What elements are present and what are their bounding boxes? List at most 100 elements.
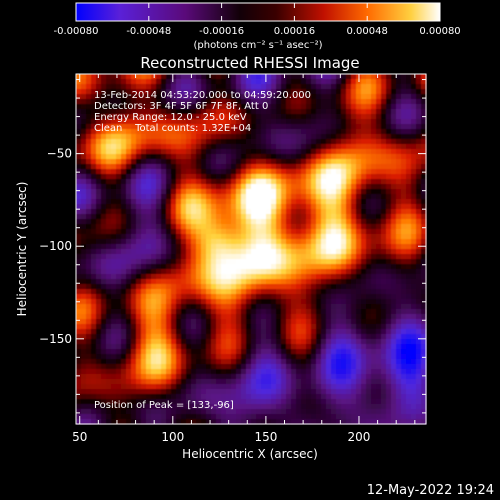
- heatmap-cell: [141, 259, 147, 265]
- heatmap-cell: [81, 324, 87, 330]
- heatmap-cell: [246, 284, 252, 290]
- heatmap-cell: [251, 409, 257, 415]
- heatmap-cell: [101, 404, 107, 410]
- heatmap-cell: [236, 224, 242, 230]
- heatmap-cell: [301, 319, 307, 325]
- heatmap-cell: [306, 259, 312, 265]
- heatmap-cell: [236, 259, 242, 265]
- heatmap-cell: [166, 359, 172, 365]
- heatmap-cell: [321, 114, 327, 120]
- heatmap-cell: [156, 404, 162, 410]
- heatmap-cell: [381, 219, 387, 225]
- heatmap-cell: [371, 379, 377, 385]
- heatmap-cell: [141, 119, 147, 125]
- heatmap-cell: [286, 199, 292, 205]
- heatmap-cell: [316, 169, 322, 175]
- heatmap-cell: [96, 404, 102, 410]
- heatmap-cell: [316, 369, 322, 375]
- heatmap-cell: [276, 419, 282, 425]
- heatmap-cell: [261, 84, 267, 90]
- heatmap-cell: [231, 164, 237, 170]
- heatmap-cell: [191, 334, 197, 340]
- heatmap-cell: [161, 209, 167, 215]
- heatmap-cell: [351, 114, 357, 120]
- heatmap-cell: [161, 219, 167, 225]
- heatmap-cell: [296, 274, 302, 280]
- heatmap-cell: [226, 194, 232, 200]
- heatmap-cell: [291, 129, 297, 135]
- heatmap-cell: [336, 239, 342, 245]
- heatmap-cell: [361, 379, 367, 385]
- heatmap-cell: [301, 174, 307, 180]
- heatmap-cell: [156, 359, 162, 365]
- heatmap-cell: [401, 244, 407, 250]
- heatmap-cell: [276, 224, 282, 230]
- heatmap-cell: [196, 319, 202, 325]
- heatmap-cell: [166, 99, 172, 105]
- heatmap-cell: [346, 129, 352, 135]
- heatmap-cell: [236, 239, 242, 245]
- heatmap-cell: [331, 384, 337, 390]
- heatmap-cell: [206, 399, 212, 405]
- heatmap-cell: [291, 189, 297, 195]
- heatmap-cell: [241, 254, 247, 260]
- heatmap-cell: [236, 314, 242, 320]
- heatmap-cell: [86, 109, 92, 115]
- heatmap-cell: [81, 269, 87, 275]
- heatmap-cell: [166, 124, 172, 130]
- heatmap-cell: [411, 374, 417, 380]
- heatmap-cell: [396, 309, 402, 315]
- heatmap-cell: [211, 239, 217, 245]
- heatmap-cell: [321, 209, 327, 215]
- heatmap-cell: [356, 289, 362, 295]
- heatmap-cell: [131, 254, 137, 260]
- heatmap-cell: [96, 179, 102, 185]
- heatmap-cell: [381, 269, 387, 275]
- heatmap-cell: [356, 199, 362, 205]
- heatmap-cell: [221, 364, 227, 370]
- heatmap-cell: [406, 379, 412, 385]
- heatmap-cell: [221, 389, 227, 395]
- heatmap-cell: [191, 74, 197, 80]
- heatmap-cell: [191, 419, 197, 425]
- heatmap-cell: [151, 239, 157, 245]
- heatmap-cell: [111, 339, 117, 345]
- heatmap-cell: [236, 349, 242, 355]
- heatmap-cell: [251, 369, 257, 375]
- heatmap-cell: [316, 414, 322, 420]
- heatmap-cell: [176, 104, 182, 110]
- heatmap-cell: [146, 114, 152, 120]
- heatmap-cell: [206, 189, 212, 195]
- heatmap-cell: [261, 164, 267, 170]
- heatmap-cell: [81, 249, 87, 255]
- heatmap-cell: [86, 264, 92, 270]
- heatmap-cell: [231, 269, 237, 275]
- heatmap-cell: [336, 394, 342, 400]
- heatmap-cell: [341, 384, 347, 390]
- heatmap-cell: [86, 239, 92, 245]
- heatmap-cell: [276, 204, 282, 210]
- heatmap-cell: [246, 174, 252, 180]
- heatmap-cell: [376, 309, 382, 315]
- heatmap-cell: [381, 374, 387, 380]
- heatmap-cell: [286, 119, 292, 125]
- heatmap-cell: [331, 129, 337, 135]
- heatmap-cell: [291, 134, 297, 140]
- heatmap-cell: [296, 174, 302, 180]
- heatmap-cell: [321, 124, 327, 130]
- heatmap-cell: [146, 414, 152, 420]
- heatmap-cell: [96, 189, 102, 195]
- heatmap-cell: [256, 234, 262, 240]
- heatmap-cell: [231, 169, 237, 175]
- heatmap-cell: [196, 314, 202, 320]
- heatmap-cell: [91, 389, 97, 395]
- heatmap-cell: [196, 94, 202, 100]
- heatmap-cell: [101, 294, 107, 300]
- heatmap-cell: [251, 114, 257, 120]
- heatmap-cell: [291, 204, 297, 210]
- heatmap-cell: [81, 74, 87, 80]
- heatmap-cell: [216, 274, 222, 280]
- heatmap-cell: [306, 269, 312, 275]
- heatmap-cell: [96, 249, 102, 255]
